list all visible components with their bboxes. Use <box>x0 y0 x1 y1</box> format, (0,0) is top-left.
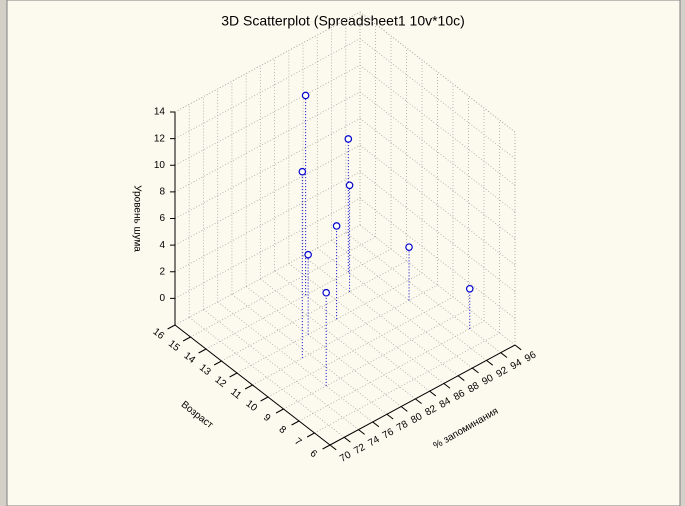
y-tick-label: 7 <box>292 436 304 448</box>
axis-line <box>174 324 331 446</box>
grid-line <box>174 224 361 326</box>
tick-mark <box>167 324 176 330</box>
x-tick-label: 82 <box>423 403 439 418</box>
z-axis-title: Уровень шума <box>131 185 142 252</box>
grid-line <box>174 198 361 299</box>
grid-line <box>174 38 361 139</box>
tick-mark <box>198 348 207 354</box>
grid-line <box>221 260 407 362</box>
grid-line <box>314 332 500 434</box>
axis-line <box>329 344 516 446</box>
tick-mark <box>443 383 451 389</box>
grid-line <box>205 248 392 350</box>
x-tick-label: 94 <box>509 357 525 372</box>
x-tick-label: 96 <box>523 349 539 364</box>
grid-line <box>236 272 423 374</box>
z-tick-label: 12 <box>154 133 166 144</box>
tick-mark <box>514 344 522 351</box>
x-tick-label: 70 <box>338 449 354 464</box>
point <box>301 91 310 100</box>
tick-mark <box>213 360 222 366</box>
point <box>298 167 307 176</box>
z-tick-label: 4 <box>159 240 165 251</box>
z-tick-label: 14 <box>154 107 166 118</box>
tick-mark <box>229 372 238 378</box>
point <box>345 181 354 190</box>
x-tick-label: 92 <box>495 365 511 380</box>
z-tick-label: 0 <box>159 293 165 304</box>
tick-mark <box>415 398 422 405</box>
box-edge <box>174 11 361 113</box>
grid-line <box>283 308 469 410</box>
point <box>344 135 353 143</box>
tick-mark <box>500 352 508 358</box>
tick-mark <box>358 429 365 435</box>
x-tick-label: 74 <box>366 434 382 449</box>
x-tick-label: 78 <box>395 419 411 434</box>
tick-mark <box>343 436 351 443</box>
tick-mark <box>291 420 300 426</box>
x-tick-label: 80 <box>409 411 425 426</box>
x-tick-label: 88 <box>466 380 482 395</box>
tick-mark <box>244 384 253 390</box>
grid-line <box>174 91 361 193</box>
tick-mark <box>429 390 437 397</box>
grid-line <box>190 236 376 338</box>
tick-mark <box>486 359 494 366</box>
point <box>332 222 341 230</box>
tick-mark <box>260 396 269 402</box>
x-tick-label: 86 <box>452 388 468 403</box>
z-tick-label: 8 <box>159 187 165 198</box>
point <box>304 250 312 259</box>
x-tick-label: 76 <box>381 426 397 441</box>
grid-line <box>174 118 361 219</box>
point <box>322 288 330 297</box>
z-tick-label: 2 <box>159 266 165 277</box>
tick-mark <box>322 444 331 450</box>
x-tick-label: 84 <box>438 396 454 411</box>
z-tick-label: 6 <box>159 213 165 224</box>
tick-mark <box>457 375 465 381</box>
tick-mark <box>329 444 337 451</box>
grid-line <box>174 64 361 166</box>
tick-mark <box>275 408 284 414</box>
tick-mark <box>182 336 191 342</box>
x-tick-label: 90 <box>480 372 496 387</box>
grid-line <box>267 296 454 398</box>
z-tick-label: 10 <box>154 160 166 171</box>
y-tick-label: 9 <box>261 412 273 424</box>
plot-background <box>6 0 681 506</box>
point <box>405 243 413 251</box>
y-tick-label: 6 <box>308 448 320 460</box>
grid-line <box>252 284 438 386</box>
tick-mark <box>306 432 315 438</box>
tick-mark <box>386 413 394 420</box>
tick-mark <box>472 367 479 374</box>
grid-line <box>174 171 361 273</box>
point <box>465 284 474 293</box>
y-tick-label: 8 <box>277 424 289 436</box>
tick-mark <box>372 421 380 428</box>
chart-title: 3D Scatterplot (Spreadsheet1 10v*10c) <box>221 13 465 29</box>
x-tick-label: 72 <box>352 442 368 457</box>
grid-line <box>298 320 485 422</box>
grid-line <box>174 144 361 246</box>
tick-mark <box>400 406 408 412</box>
